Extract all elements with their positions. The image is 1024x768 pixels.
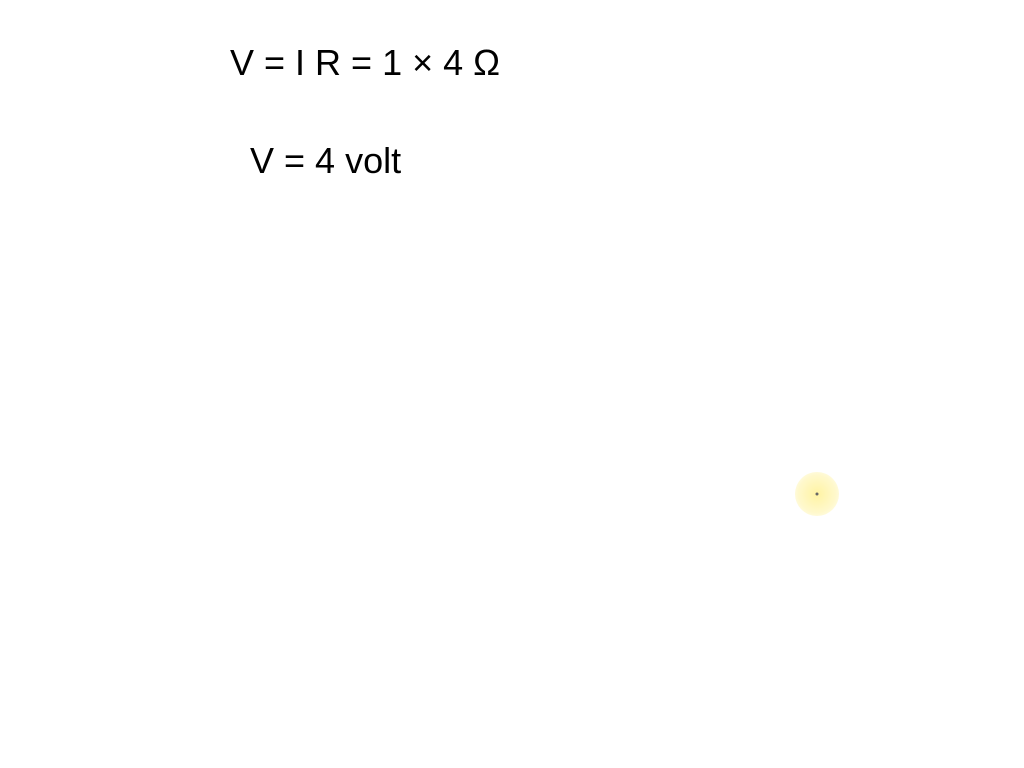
- equation-line-2: V = 4 volt: [250, 140, 401, 182]
- cursor-dot: [816, 493, 819, 496]
- cursor-highlight: [795, 472, 839, 516]
- equation-line-1: V = I R = 1 × 4 Ω: [230, 42, 500, 84]
